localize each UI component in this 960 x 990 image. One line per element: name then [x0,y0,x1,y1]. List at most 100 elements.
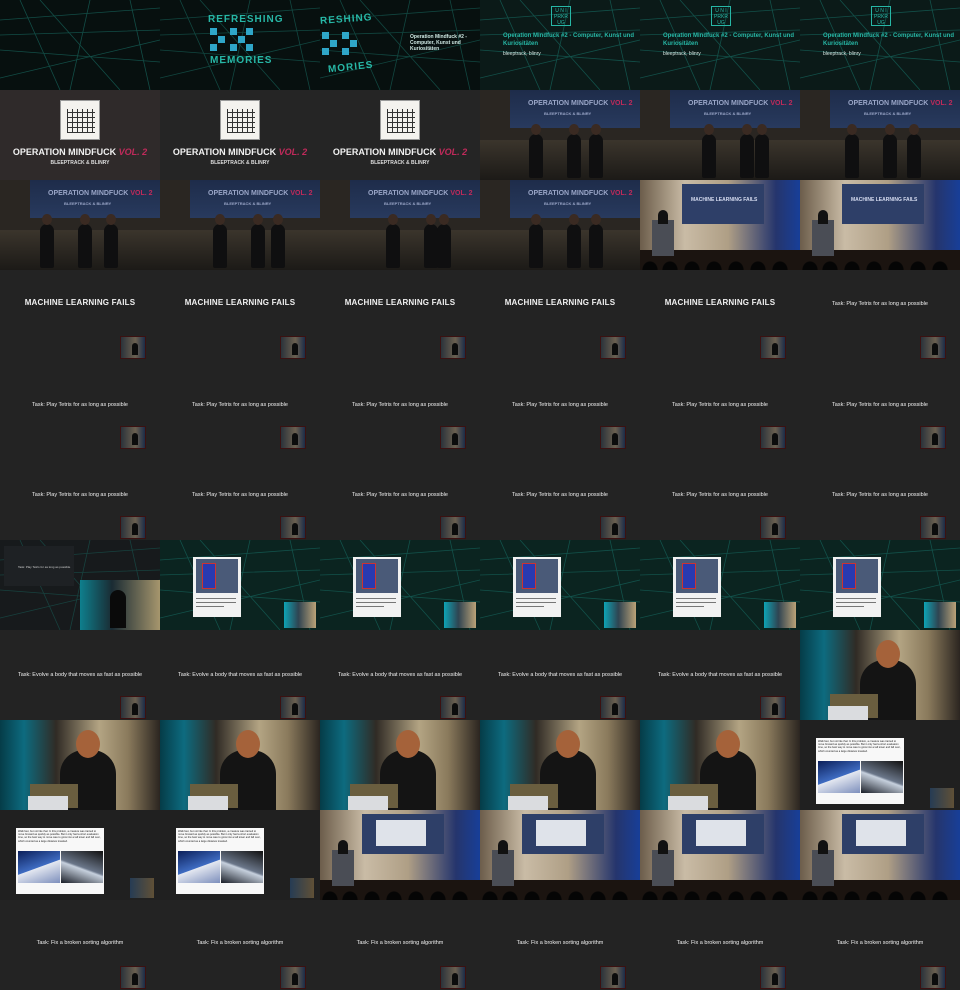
audience [640,882,800,900]
slide-task: Task: Play Tetris for as long as possibl… [512,402,608,408]
slide-thumbnail: Task: Fix a broken sorting algorithm [0,900,160,990]
stage-floor [480,230,640,270]
talk-title: OPERATION MINDFUCK VOL. 2 [12,147,148,157]
speaker-inset [600,966,626,989]
stage-floor [800,140,960,180]
slide-task: Task: Play Tetris for as long as possibl… [192,402,288,408]
event-title: Operation Mindfuck #2 - Computer, Kunst … [503,33,635,47]
speaker-inset [280,696,306,719]
caption-line [676,598,716,599]
person [424,214,438,268]
person [740,124,754,178]
tetris-screenshot [676,559,718,593]
grid-lines [0,0,160,90]
grid-lines [160,0,320,90]
slide-thumbnail: Task: Play Tetris for as long as possibl… [800,360,960,450]
event-authors: bleeptrack, blinry [823,51,861,57]
speaker [818,210,828,224]
title-card-thumbnail: REFRESHING MEMORIES [160,0,320,90]
speaker-inset [604,602,636,628]
projection-screen [350,180,480,218]
slide-thumbnail: MACHINE LEARNING FAILS [320,270,480,360]
speaker-closeup-thumbnail [0,720,160,810]
speaker-inset [600,336,626,359]
slide-heading: MACHINE LEARNING FAILS [664,298,776,307]
slide-thumbnail: MACHINE LEARNING FAILS [480,270,640,360]
caption-line [836,598,876,599]
slide-task: Task: Play Tetris for as long as possibl… [672,492,768,498]
stage-floor [640,140,800,180]
audience [320,882,480,900]
speaker-closeup-thumbnail [320,720,480,810]
speaker-inset [920,966,946,989]
lecture-hall-thumbnail: MACHINE LEARNING FAILS [800,180,960,270]
audience [800,882,960,900]
stage-thumbnail: OPERATION MINDFUCK VOL. 2 BLEEPTRACK & BL… [640,90,800,180]
person [40,214,54,268]
slide-thumbnail: Task: Play Tetris for as long as possibl… [0,450,160,540]
talk-title: OPERATION MINDFUCK VOL. 2 [172,147,308,157]
event-card-thumbnail: U N I PRKR UG Operation Mindfuck #2 - Com… [640,0,800,90]
slide-thumbnail: MACHINE LEARNING FAILS [640,270,800,360]
person [78,214,92,268]
slide-card-text: Walk fast, but not like that: In this pr… [178,830,261,843]
speaker-inset [600,426,626,449]
slide-thumbnail: Task: Fix a broken sorting algorithm [480,900,640,990]
slide-thumbnail: Task: Play Tetris for as long as possibl… [320,360,480,450]
tetris-screenshot [516,559,558,593]
tetris-screenshot [356,559,398,593]
speaker-inset [760,336,786,359]
stage-thumbnail: OPERATION MINDFUCK VOL. 2 BLEEPTRACK & BL… [480,180,640,270]
speaker-inset [600,516,626,539]
podium [508,796,548,810]
podium [668,796,708,810]
caption-line [196,602,236,603]
robot-image [61,851,103,883]
speaker-inset [280,516,306,539]
screen-title: OPERATION MINDFUCK VOL. 2 [848,100,953,107]
podium [812,850,834,886]
title-card-thumbnail [0,0,160,90]
speaker-inset [600,696,626,719]
projection-screen [682,184,764,224]
stage-floor [320,230,480,270]
podium [828,706,868,720]
slide-heading: MACHINE LEARNING FAILS [24,298,136,307]
caption-line [836,602,876,603]
podium [332,850,354,886]
person [529,124,543,178]
slide-task: Task: Play Tetris for as long as possibl… [192,492,288,498]
slide-thumbnail: Task: Play Tetris for as long as possibl… [480,450,640,540]
logo-icon [322,32,366,56]
slide-thumbnail: Task: Fix a broken sorting algorithm [800,900,960,990]
logo-icon [210,28,254,52]
tetris-slide-thumbnail [800,540,960,630]
speaker-closeup-thumbnail [480,720,640,810]
podium [652,850,674,886]
speaker [658,210,668,224]
grid-lines [480,0,640,90]
screen-title: OPERATION MINDFUCK VOL. 2 [368,190,473,197]
screen-subtitle: BLEEPTRACK & BLINRY [864,111,912,116]
slide-task: Task: Fix a broken sorting algorithm [196,940,284,946]
event-card-thumbnail: U N I PRKR UG Operation Mindfuck #2 - Com… [800,0,960,90]
speaker-inset [920,426,946,449]
audience [480,882,640,900]
slide-task: Task: Play Tetris for as long as possibl… [18,565,71,569]
event-title: Operation Mindfuck #2 - Computer, Kunst … [663,33,795,47]
stage-thumbnail: OPERATION MINDFUCK VOL. 2 BLEEPTRACK & BL… [160,180,320,270]
screen-subtitle: BLEEPTRACK & BLINRY [544,111,592,116]
speaker-head [396,730,420,758]
audience [640,252,800,270]
screen-text: MACHINE LEARNING FAILS [851,197,918,203]
caption-line [196,606,224,607]
slide-task: Task: Play Tetris for as long as possibl… [832,301,928,307]
caption-line [356,602,396,603]
event-card-thumbnail: U N I PRKR UG Operation Mindfuck #2 - Com… [480,0,640,90]
speaker-inset [130,878,154,898]
slide-thumbnail: Task: Play Tetris for as long as possibl… [640,360,800,450]
screen-title: OPERATION MINDFUCK VOL. 2 [528,100,633,107]
talk-title-thumbnail: OPERATION MINDFUCK VOL. 2 BLEEPTRACK & BL… [0,90,160,180]
lecture-hall-thumbnail [800,810,960,900]
